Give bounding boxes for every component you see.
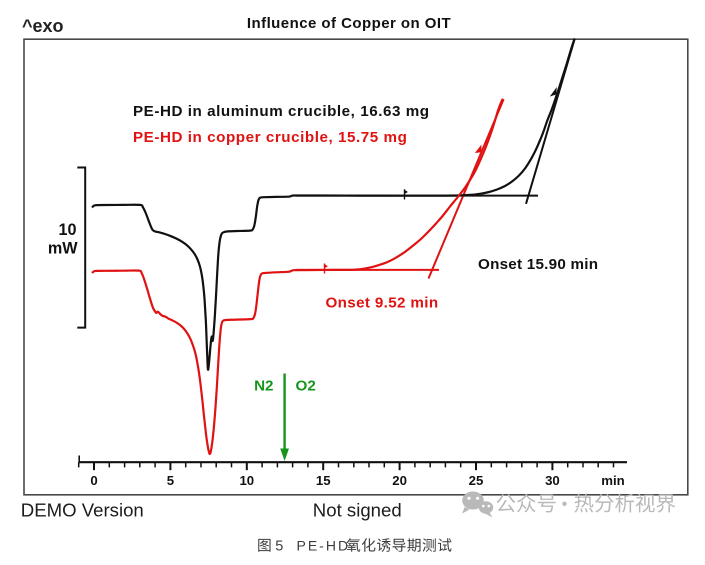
svg-text:^exo: ^exo (22, 16, 64, 36)
svg-text:20: 20 (392, 473, 407, 488)
svg-text:Not signed: Not signed (313, 500, 402, 521)
svg-text:PE-HD: PE-HD (297, 538, 351, 554)
svg-text:min: min (601, 473, 624, 488)
svg-text:10: 10 (239, 473, 254, 488)
svg-text:5: 5 (167, 473, 174, 488)
svg-text:25: 25 (469, 473, 484, 488)
svg-text:5: 5 (275, 539, 283, 555)
svg-text:PE-HD in aluminum crucible, 16: PE-HD in aluminum crucible, 16.63 mg (133, 103, 430, 120)
svg-text:Onset 9.52 min: Onset 9.52 min (326, 295, 439, 312)
svg-text:DEMO Version: DEMO Version (21, 500, 144, 521)
svg-text:0: 0 (90, 473, 97, 488)
svg-text:mW: mW (48, 240, 78, 258)
svg-text:10: 10 (58, 221, 76, 239)
svg-text:O2: O2 (296, 378, 316, 395)
svg-text:Influence of Copper on OIT: Influence of Copper on OIT (247, 15, 451, 32)
svg-text:Onset 15.90 min: Onset 15.90 min (478, 256, 598, 273)
svg-text:30: 30 (545, 473, 560, 488)
svg-text:PE-HD in copper crucible, 15.7: PE-HD in copper crucible, 15.75 mg (133, 129, 407, 146)
svg-text:N2: N2 (254, 378, 273, 395)
svg-text:15: 15 (316, 473, 331, 488)
